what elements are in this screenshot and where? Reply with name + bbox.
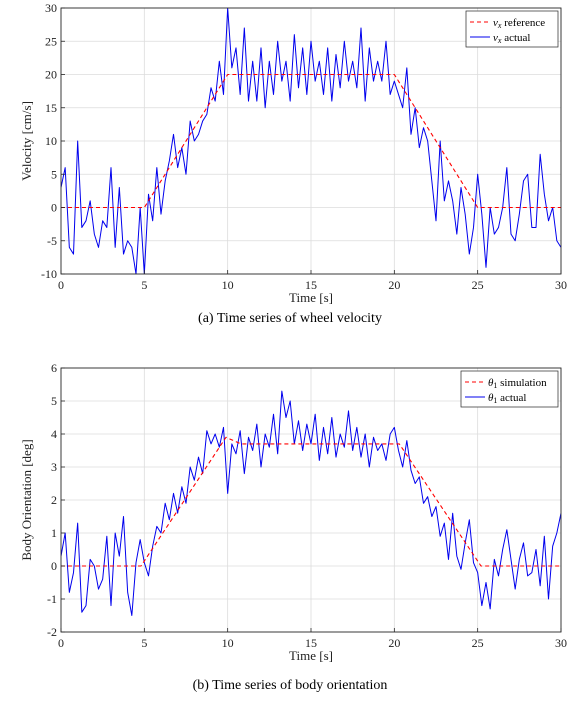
series-line-reference <box>61 436 561 567</box>
y-tick-label: 30 <box>45 1 57 15</box>
legend-subscript: 1 <box>493 396 497 405</box>
y-tick-label: 15 <box>45 101 57 115</box>
x-tick-label: 25 <box>472 636 484 650</box>
x-tick-label: 20 <box>388 278 400 292</box>
legend-symbol: θ <box>488 377 494 389</box>
y-tick-label: 5 <box>51 394 57 408</box>
legend-box <box>460 370 559 408</box>
x-tick-label: 30 <box>555 636 567 650</box>
x-tick-label: 0 <box>58 636 64 650</box>
x-tick-label: 10 <box>222 636 234 650</box>
x-tick-label: 10 <box>222 278 234 292</box>
legend-subscript: x <box>497 21 502 30</box>
series-line-actual <box>61 390 561 616</box>
y-tick-label: 1 <box>51 526 57 540</box>
legend-box <box>465 10 559 48</box>
legend-text: reference <box>501 17 545 29</box>
legend-text: actual <box>501 32 530 44</box>
y-tick-label: 0 <box>51 201 57 215</box>
y-tick-label: -1 <box>47 592 57 606</box>
x-axis-label: Time [s] <box>289 290 333 305</box>
y-tick-label: 5 <box>51 167 57 181</box>
y-tick-label: -5 <box>47 234 57 248</box>
y-axis-label: Velocity [cm/s] <box>19 101 34 181</box>
chart-wheel-velocity: 0 5 10 15 20 25 30 -10 -5 0 5 10 15 20 25 30 Time [s] Vel… <box>19 1 567 305</box>
y-axis-label: Body Orientation [deg] <box>19 439 34 560</box>
legend-label-reference: vx reference <box>493 17 545 30</box>
legend-label-actual: vx actual <box>493 32 530 45</box>
legend-symbol: θ <box>488 392 494 404</box>
legend-text: actual <box>497 392 526 404</box>
x-tick-label: 25 <box>472 278 484 292</box>
chart-body-orientation: 0 5 10 15 20 25 30 -2 -1 0 1 2 3 4 5 6 Time [s] Body Orie… <box>19 361 567 663</box>
x-tick-label: 15 <box>305 278 317 292</box>
legend-label-actual: θ1 actual <box>488 392 526 405</box>
caption-wheel-velocity: (a) Time series of wheel velocity <box>198 311 382 326</box>
x-tick-label: 5 <box>141 278 147 292</box>
series-line-reference <box>61 73 561 209</box>
y-tick-label: 6 <box>51 361 57 375</box>
y-tick-label: 25 <box>45 34 57 48</box>
y-tick-label: 0 <box>51 559 57 573</box>
legend-label-reference: θ1 simulation <box>488 377 547 390</box>
legend-subscript: x <box>497 36 502 45</box>
x-tick-label: 5 <box>141 636 147 650</box>
y-tick-label: 4 <box>51 427 57 441</box>
x-axis-label: Time [s] <box>289 648 333 663</box>
y-tick-label: -2 <box>47 625 57 639</box>
caption-body-orientation: (b) Time series of body orientation <box>192 678 388 693</box>
y-tick-label: 2 <box>51 493 57 507</box>
x-tick-label: 15 <box>305 636 317 650</box>
legend-text: simulation <box>497 377 547 389</box>
legend-symbol: v <box>493 17 498 29</box>
legend-symbol: v <box>493 32 498 44</box>
legend-subscript: 1 <box>493 381 497 390</box>
y-tick-label: -10 <box>41 267 57 281</box>
x-tick-label: 30 <box>555 278 567 292</box>
x-tick-label: 0 <box>58 278 64 292</box>
x-tick-label: 20 <box>388 636 400 650</box>
series-line-actual <box>61 8 561 274</box>
y-tick-label: 20 <box>45 68 57 82</box>
y-tick-label: 3 <box>51 460 57 474</box>
y-tick-label: 10 <box>45 134 57 148</box>
